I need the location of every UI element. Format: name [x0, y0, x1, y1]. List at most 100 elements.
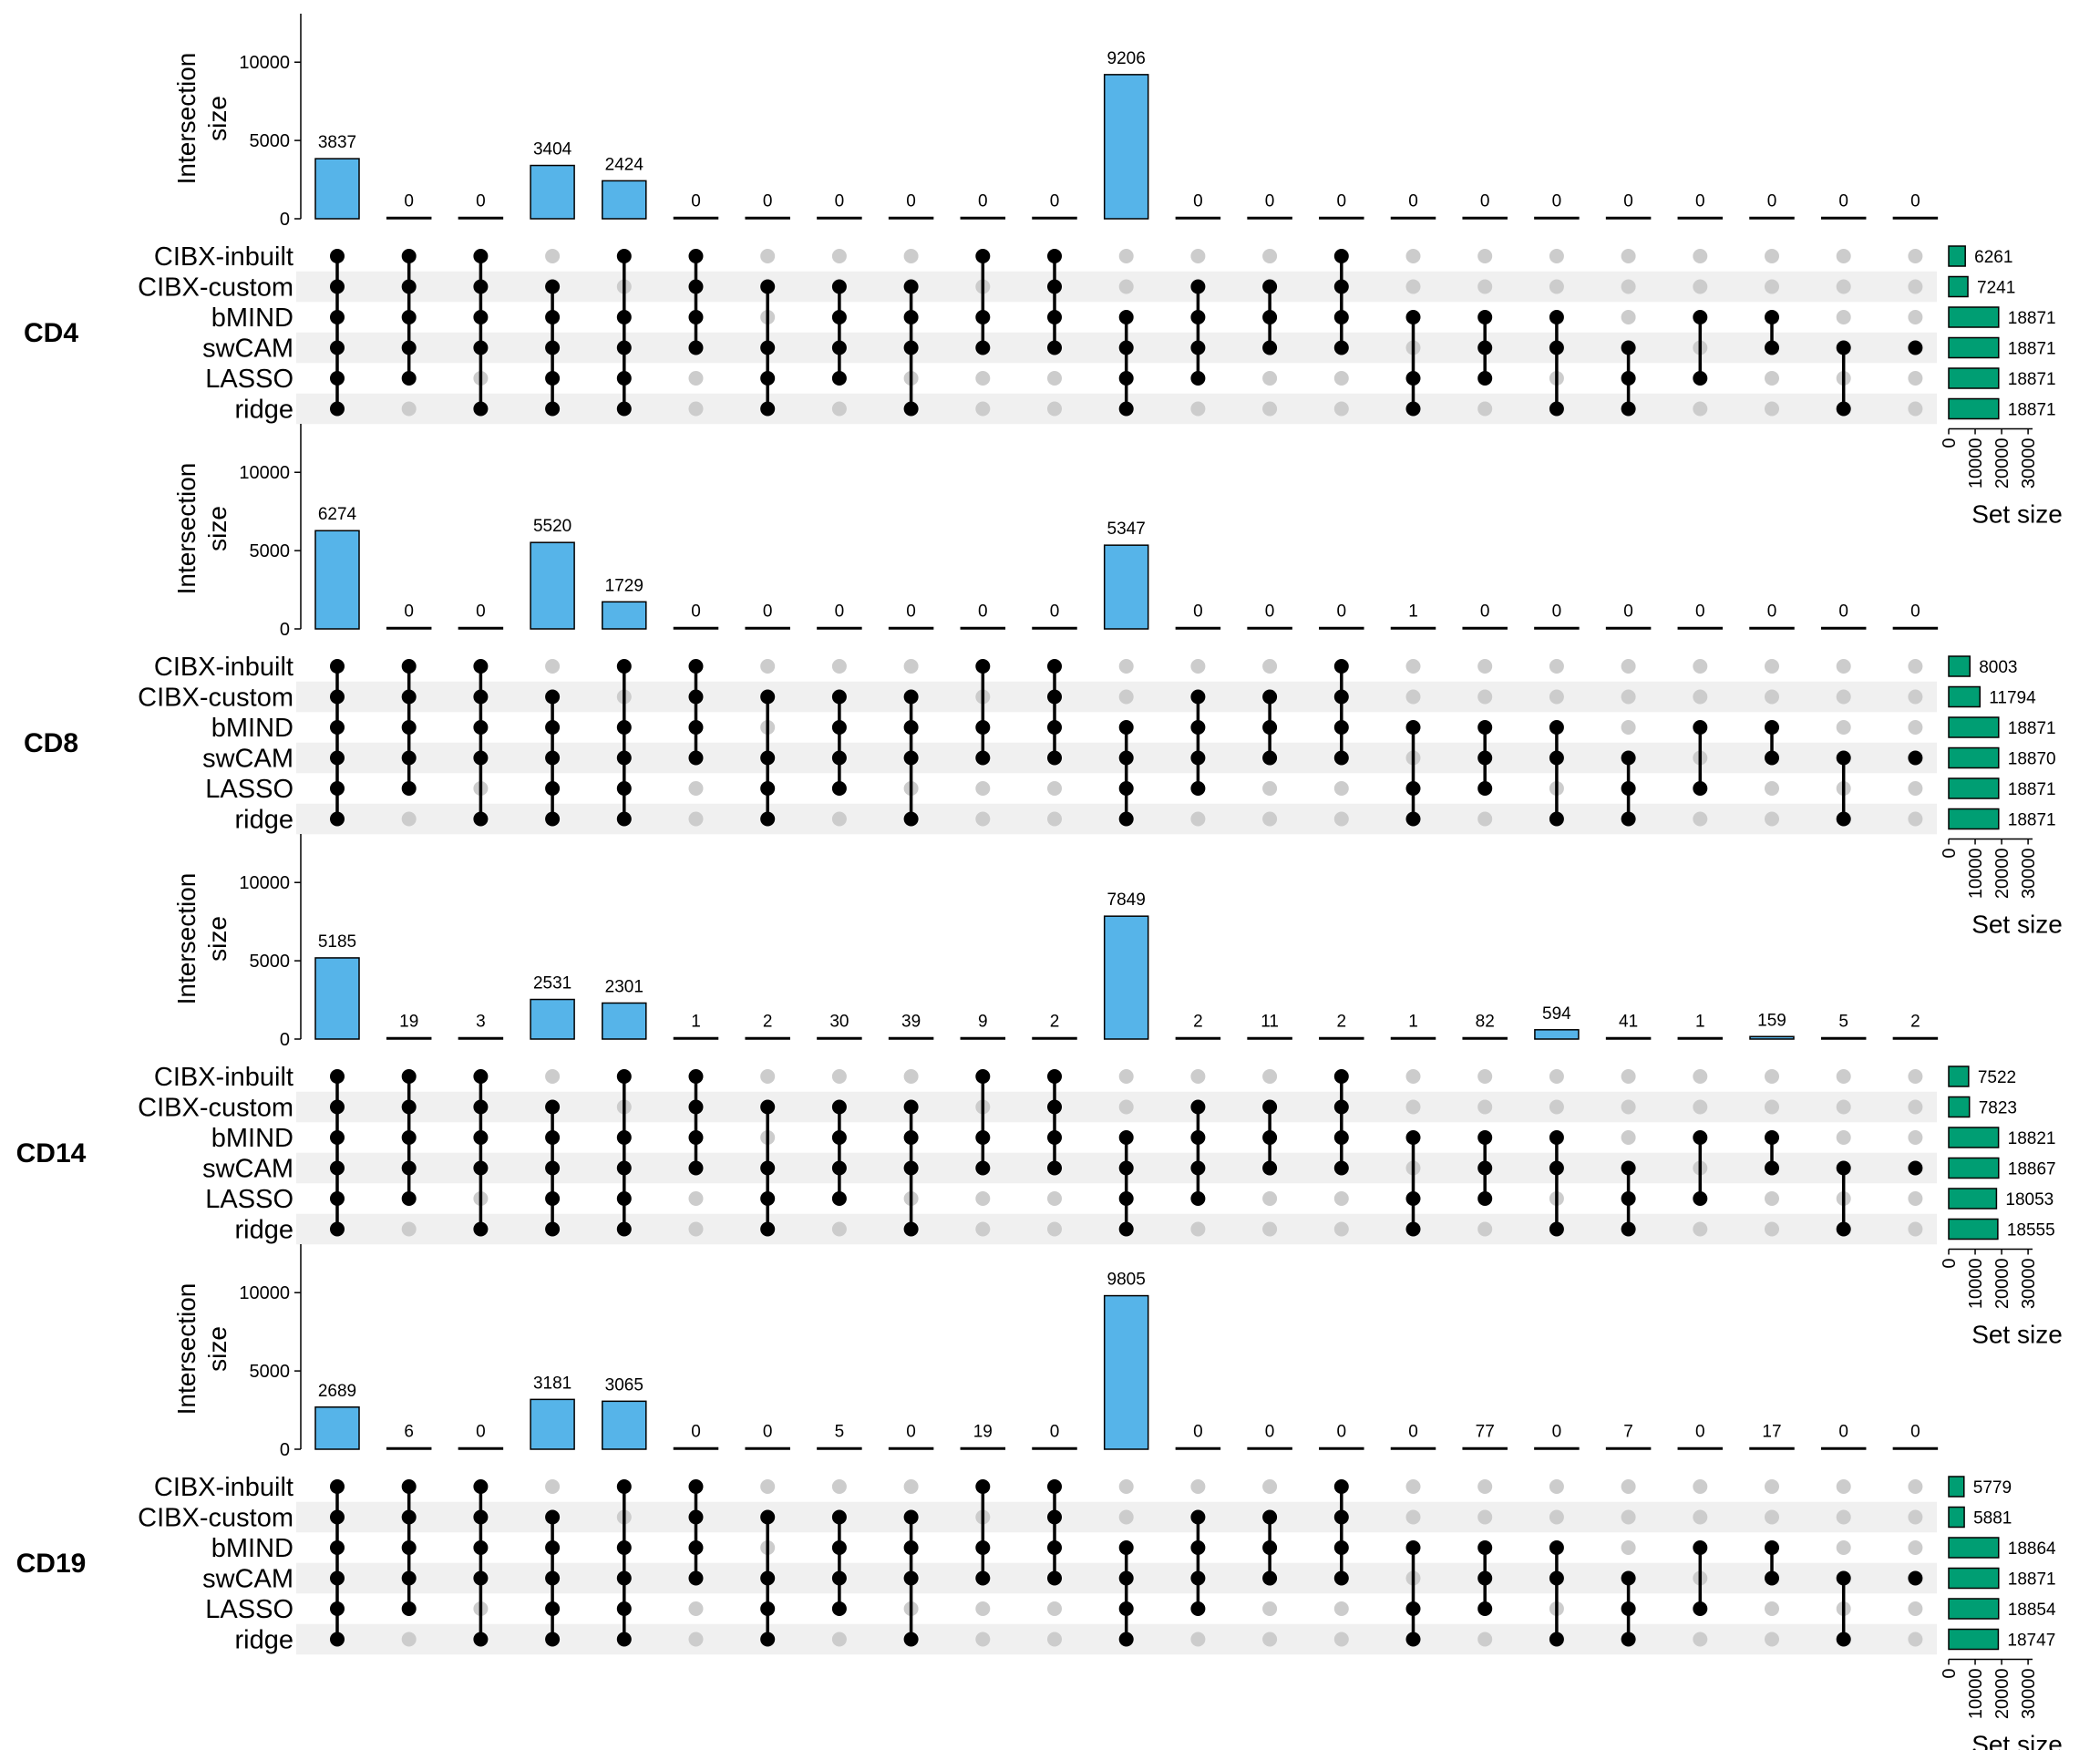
matrix-dot-active — [1047, 659, 1062, 674]
intersection-bar-label: 0 — [1910, 602, 1920, 622]
intersection-bar-label: 0 — [1552, 602, 1562, 622]
panel-label: CD14 — [16, 1138, 87, 1168]
matrix-dot-active — [1405, 1221, 1421, 1237]
intersection-bar — [1103, 1294, 1149, 1450]
set-axis-tick-label: 30000 — [2019, 438, 2039, 489]
intersection-bar-label: 3065 — [605, 1375, 643, 1395]
set-size-label: 18555 — [2007, 1221, 2055, 1240]
matrix-dot-active — [975, 340, 991, 355]
matrix-dot-active — [975, 1069, 991, 1084]
matrix-dot-active — [903, 1540, 919, 1555]
matrix-dot-active — [1190, 1099, 1206, 1115]
intersection-bar-label: 9 — [978, 1013, 988, 1032]
matrix-dot-active — [401, 1069, 417, 1084]
matrix-dot-active — [330, 1160, 345, 1176]
matrix-dot-inactive — [1765, 1632, 1779, 1647]
intersection-bar — [458, 216, 504, 220]
matrix-dot-inactive — [975, 1191, 991, 1206]
intersection-bar — [386, 1036, 432, 1040]
set-size-label: 7241 — [1977, 279, 2015, 298]
set-axis-tick-label-group: 30000 — [2019, 1259, 2039, 1310]
matrix-dot-active — [688, 340, 704, 355]
matrix-dot-inactive — [1262, 371, 1278, 386]
intersection-axis-title: Intersection size — [172, 463, 232, 595]
intersection-bar — [673, 1446, 719, 1450]
matrix-dot-active — [1190, 720, 1206, 735]
intersection-bar — [1820, 1446, 1867, 1450]
intersection-bar-label: 0 — [691, 1423, 701, 1442]
matrix-dot-inactive — [1693, 401, 1708, 417]
matrix-dot-active — [831, 1540, 847, 1555]
intersection-bar — [1605, 626, 1652, 630]
matrix-dot-active — [401, 340, 417, 355]
set-name-label: CIBX-inbuilt — [154, 653, 293, 682]
matrix-dot-active — [616, 720, 632, 735]
set-name-label: LASSO — [205, 775, 293, 804]
matrix-dot-inactive — [1047, 371, 1062, 386]
set-axis-tick-label: 20000 — [1992, 1669, 2012, 1720]
matrix-dot-inactive — [1621, 279, 1636, 294]
matrix-dot-active — [1262, 310, 1278, 324]
set-size-bar — [1948, 1065, 1970, 1087]
matrix-dot-inactive — [1405, 1099, 1421, 1115]
matrix-dot-active — [401, 1540, 417, 1555]
intersection-bar — [1032, 1446, 1077, 1450]
matrix-dot-inactive — [1908, 371, 1923, 386]
panel-label: CD19 — [16, 1549, 87, 1579]
matrix-dot-active — [1047, 720, 1062, 735]
matrix-dot-inactive — [1908, 249, 1923, 263]
matrix-dot-inactive — [1693, 1479, 1708, 1494]
matrix-dot-active — [1477, 1601, 1493, 1616]
intersection-bar-label: 5 — [1838, 1013, 1848, 1032]
matrix-dot-inactive — [1693, 1099, 1708, 1115]
matrix-dot-active — [330, 401, 345, 417]
matrix-dot-inactive — [1908, 689, 1923, 705]
matrix-dot-active — [545, 1160, 561, 1176]
matrix-dot-inactive — [1836, 310, 1851, 324]
matrix-dot-inactive — [1693, 1509, 1708, 1525]
matrix-dot-inactive — [1836, 1509, 1851, 1525]
intersection-bar-label: 0 — [1050, 192, 1060, 211]
intersection-bar-label: 0 — [1910, 192, 1920, 211]
matrix-dot-active — [401, 689, 417, 705]
matrix-dot-active — [1118, 1160, 1134, 1176]
matrix-dot-active — [330, 310, 345, 324]
matrix-dot-inactive — [1908, 401, 1923, 417]
matrix-dot-active — [1405, 1191, 1421, 1206]
matrix-dot-inactive — [1118, 659, 1134, 674]
intersection-bar-label: 0 — [1552, 192, 1562, 211]
set-size-bar — [1948, 746, 2000, 769]
matrix-dot-active — [975, 249, 991, 263]
matrix-dot-active — [1047, 689, 1062, 705]
intersection-bar-label: 0 — [1838, 1423, 1848, 1442]
matrix-dot-inactive — [760, 659, 776, 674]
intersection-bar — [1103, 74, 1149, 220]
matrix-dot-inactive — [903, 249, 919, 263]
matrix-dot-active — [1908, 1160, 1923, 1176]
set-axis-tick-label-group: 10000 — [1966, 438, 1986, 489]
intersection-bar — [1677, 216, 1724, 220]
matrix-dot-inactive — [1765, 1221, 1779, 1237]
intersection-bar-label: 2424 — [605, 155, 644, 174]
intersection-bar-label: 30 — [829, 1013, 849, 1032]
set-axis-tick-label-group: 20000 — [1992, 438, 2012, 489]
y-tick-label: 5000 — [250, 131, 291, 151]
matrix-dot-inactive — [688, 401, 704, 417]
matrix-dot-active — [473, 249, 489, 263]
intersection-bar-label: 0 — [1337, 192, 1347, 211]
matrix-dot-active — [831, 720, 847, 735]
matrix-dot-inactive — [1908, 1191, 1923, 1206]
matrix-dot-inactive — [1765, 249, 1779, 263]
intersection-bar-label: 5 — [835, 1423, 845, 1442]
matrix-dot-active — [903, 1632, 919, 1647]
matrix-dot-active — [330, 1601, 345, 1616]
matrix-dot-active — [1405, 1601, 1421, 1616]
matrix-dot-active — [473, 1069, 489, 1084]
intersection-bar — [1892, 1036, 1939, 1040]
matrix-dot-active — [1333, 750, 1349, 766]
intersection-bar — [1247, 1036, 1292, 1040]
intersection-bar — [1032, 216, 1077, 220]
matrix-dot-active — [1477, 340, 1493, 355]
intersection-bar-label: 0 — [691, 192, 701, 211]
matrix-dot-active — [831, 310, 847, 324]
